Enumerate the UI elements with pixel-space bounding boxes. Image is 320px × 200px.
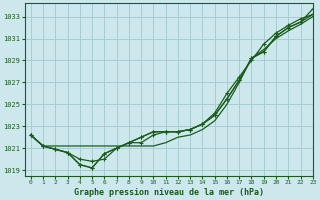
X-axis label: Graphe pression niveau de la mer (hPa): Graphe pression niveau de la mer (hPa) [74, 188, 264, 197]
